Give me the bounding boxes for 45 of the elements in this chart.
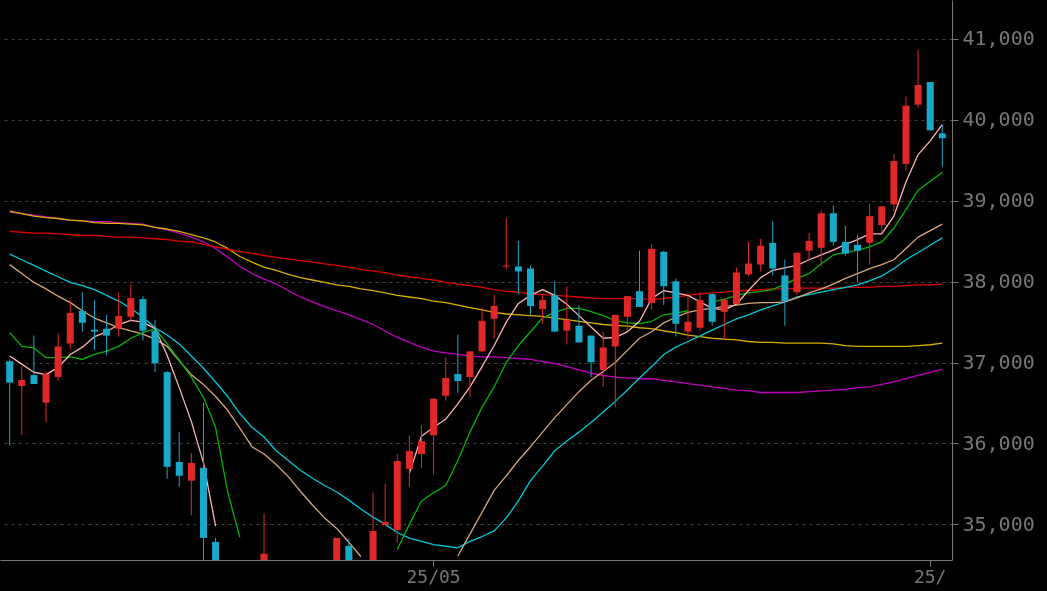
candlestick: [720, 297, 728, 340]
candlestick: [175, 431, 183, 488]
candlestick: [418, 424, 425, 469]
candlestick: [103, 314, 111, 356]
candlestick: [878, 205, 886, 234]
candlestick: [381, 483, 389, 526]
candlestick: [563, 285, 571, 345]
candlestick: [805, 232, 813, 261]
candlestick: [684, 295, 692, 340]
candlestick: [599, 331, 607, 388]
candlestick: [938, 123, 946, 168]
candlestick: [514, 240, 522, 295]
x-tick-label: 25/05: [406, 565, 461, 587]
candlestick: [18, 365, 26, 436]
line-series: [9, 210, 943, 348]
y-tick-label: 41,000: [962, 26, 1035, 51]
candlestick: [6, 358, 14, 447]
candlestick: [854, 234, 862, 283]
candlestick: [115, 291, 123, 338]
candlestick: [454, 334, 462, 394]
candlestick: [490, 294, 498, 340]
candlestick: [442, 356, 450, 402]
line-series: [9, 211, 943, 394]
y-tick-label: 38,000: [962, 269, 1035, 294]
candlestick: [623, 295, 631, 332]
candlestick: [187, 452, 195, 516]
candlestick: [90, 299, 98, 351]
y-tick-label: 35,000: [962, 511, 1035, 536]
x-tick-label: 25/: [913, 565, 947, 587]
candlestick: [30, 335, 38, 385]
candlestick: [78, 291, 86, 333]
y-tick-label: 36,000: [962, 430, 1035, 455]
candlestick: [260, 512, 268, 560]
candlestick: [914, 48, 922, 109]
candlestick: [636, 250, 644, 308]
y-tick-label: 39,000: [962, 188, 1035, 213]
candlestick: [745, 241, 753, 277]
y-tick-label: 37,000: [962, 350, 1035, 375]
candlestick: [405, 434, 413, 488]
candlestick: [127, 283, 135, 322]
candlestick: [539, 293, 547, 325]
candlestick: [575, 304, 583, 343]
candlestick: [757, 238, 765, 272]
y-tick-label: 40,000: [962, 107, 1035, 132]
candlestick: [841, 225, 849, 257]
